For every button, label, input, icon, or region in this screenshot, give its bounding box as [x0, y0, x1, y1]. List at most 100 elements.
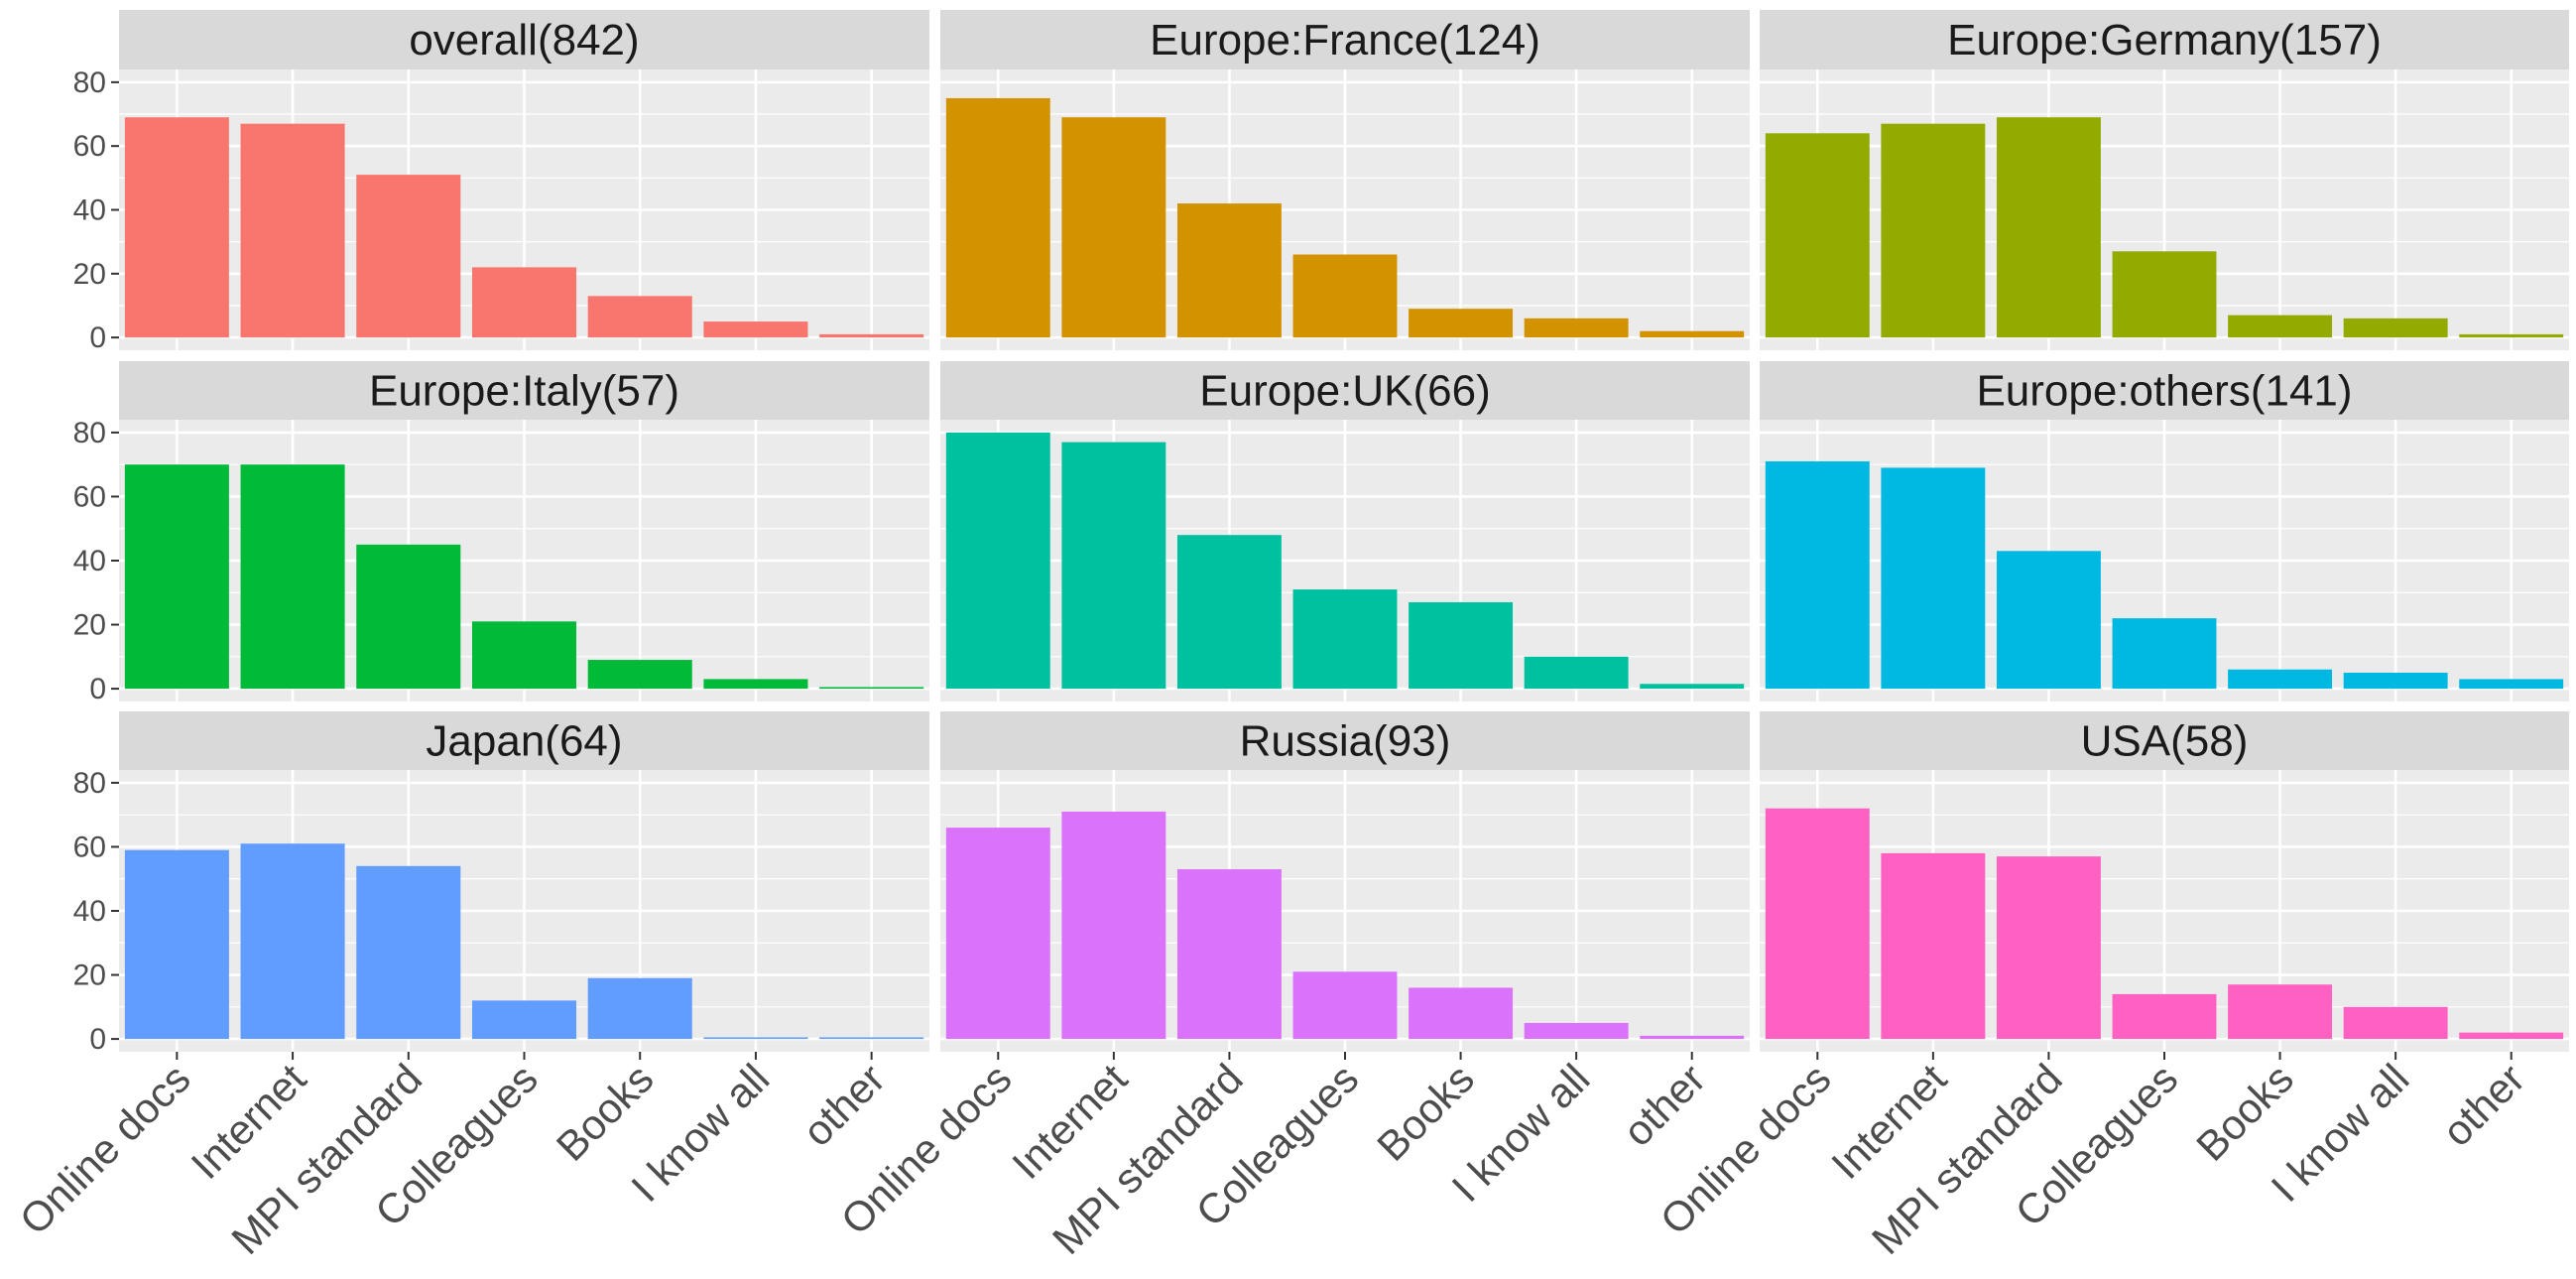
bar [1409, 309, 1514, 338]
bar [819, 1037, 924, 1040]
facet-title: Europe:France(124) [1150, 16, 1540, 64]
facet-panel: Europe:others(141) [1760, 361, 2569, 702]
bar [1409, 601, 1514, 690]
bar [2228, 315, 2333, 338]
bar [2112, 251, 2217, 338]
bar [945, 97, 1050, 338]
facet-title: Europe:UK(66) [1199, 367, 1490, 416]
y-tick-label: 20 [73, 959, 106, 992]
bar [703, 1037, 808, 1040]
y-tick-label: 20 [73, 258, 106, 291]
y-tick-label: 80 [73, 66, 106, 99]
bar [945, 432, 1050, 690]
bar [1640, 330, 1745, 338]
bar [1061, 811, 1166, 1040]
bar [1292, 971, 1398, 1040]
x-tick-label: other [2433, 1055, 2533, 1155]
y-tick-label: 40 [73, 895, 106, 928]
bar [240, 123, 345, 338]
bar [587, 296, 692, 338]
facet-strip [940, 711, 1750, 770]
bar [1292, 254, 1398, 338]
bar [2112, 618, 2217, 690]
x-tick-label: Books [2187, 1055, 2302, 1170]
facet-panel: overall(842) 0 20 40 60 80 [73, 10, 929, 354]
bar [2459, 1032, 2564, 1040]
bar [356, 865, 461, 1040]
bar [1881, 123, 1986, 338]
y-tick-label: 0 [89, 1023, 106, 1056]
y-tick-label: 80 [73, 417, 106, 449]
bar [2343, 672, 2448, 690]
x-tick-label: Books [1368, 1055, 1483, 1170]
bar [1292, 589, 1398, 690]
facet-title: Japan(64) [426, 717, 622, 766]
bar [1640, 1035, 1745, 1040]
bar [1881, 852, 1986, 1040]
x-tick-label: other [794, 1055, 894, 1155]
bar [1881, 467, 1986, 690]
bar [1765, 808, 1870, 1040]
facet-strip [119, 10, 929, 69]
bar [1061, 117, 1166, 338]
bar [2228, 984, 2333, 1040]
bar [124, 117, 229, 338]
facet-strip [1760, 711, 2569, 770]
y-tick-label: 80 [73, 767, 106, 800]
facet-strip [940, 361, 1750, 420]
facet-title: USA(58) [2081, 717, 2249, 766]
facet-strip [119, 361, 929, 420]
x-tick-label: other [1614, 1055, 1714, 1155]
bar [356, 544, 461, 690]
x-tick-label: Books [548, 1055, 663, 1170]
bar [356, 175, 461, 338]
y-tick-label: 60 [73, 831, 106, 863]
bar [1176, 535, 1282, 690]
bar [2343, 1006, 2448, 1040]
bar [1640, 684, 1745, 690]
bar [1996, 856, 2101, 1040]
y-tick-label: 20 [73, 609, 106, 642]
y-tick-label: 40 [73, 194, 106, 227]
facet-title: overall(842) [409, 16, 639, 64]
bar [471, 621, 577, 690]
facet-panel: Europe:UK(66) [940, 361, 1750, 702]
bar [819, 333, 924, 338]
bar [2343, 318, 2448, 338]
bar [124, 464, 229, 690]
bar [1765, 460, 1870, 690]
facet-strip [1760, 10, 2569, 69]
bar [471, 1000, 577, 1040]
facet-panel: Europe:France(124) [940, 10, 1750, 350]
bar [240, 843, 345, 1040]
bar [2112, 993, 2217, 1040]
bar [587, 660, 692, 690]
bar [703, 321, 808, 338]
bar [1524, 1022, 1629, 1040]
facet-strip [1760, 361, 2569, 420]
bar [1524, 318, 1629, 338]
bar [1409, 987, 1514, 1040]
facet-title: Russia(93) [1240, 717, 1451, 766]
facet-title: Europe:Germany(157) [1947, 16, 2382, 64]
bar [945, 828, 1050, 1040]
bar [2459, 679, 2564, 690]
bar [2459, 333, 2564, 338]
bar [587, 977, 692, 1040]
x-tick-label: Online docs [11, 1055, 199, 1243]
y-tick-label: 0 [89, 673, 106, 705]
bar [1176, 869, 1282, 1040]
bar [1524, 656, 1629, 690]
y-tick-label: 0 [89, 321, 106, 354]
bar [703, 679, 808, 690]
facet-strip [119, 711, 929, 770]
bar [1996, 117, 2101, 338]
bar [1176, 203, 1282, 338]
bar [819, 687, 924, 690]
y-tick-label: 40 [73, 545, 106, 577]
bar [1996, 551, 2101, 690]
